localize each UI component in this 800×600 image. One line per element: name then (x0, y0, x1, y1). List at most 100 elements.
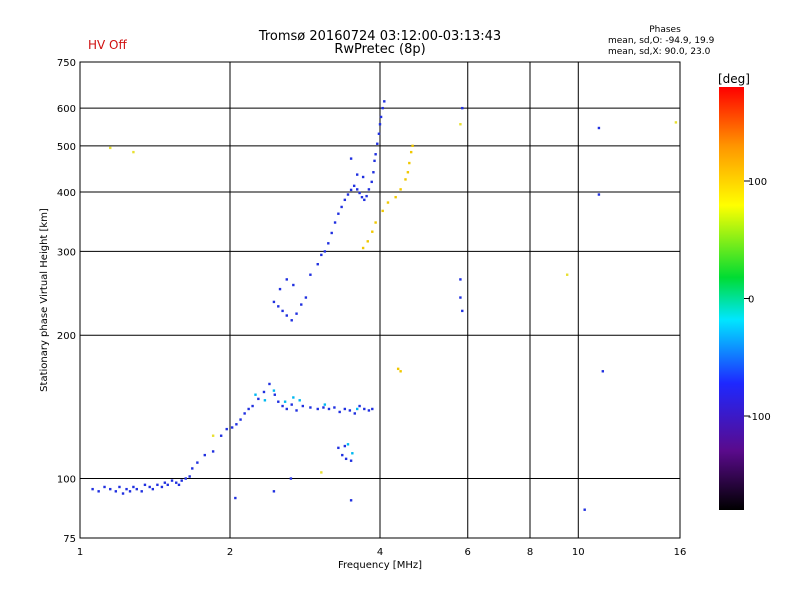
data-point (289, 477, 293, 480)
data-point (381, 209, 384, 213)
data-point (355, 188, 359, 191)
data-point (349, 188, 353, 192)
data-point (290, 403, 293, 406)
stats-line-x: mean, sd,X: 90.0, 23.0 (608, 47, 711, 57)
data-point (601, 370, 605, 373)
data-point (322, 406, 325, 409)
data-point (361, 175, 365, 179)
data-point (309, 273, 312, 276)
data-point (148, 485, 151, 489)
data-point (340, 205, 343, 209)
data-point (103, 485, 106, 489)
data-point (320, 253, 323, 257)
data-point (377, 132, 381, 135)
data-point (160, 485, 164, 489)
data-point (272, 300, 276, 304)
data-point (184, 477, 187, 480)
data-point (351, 452, 354, 455)
y-tick-label: 750 (57, 58, 76, 69)
data-point (268, 382, 271, 386)
data-point (409, 150, 413, 154)
grid-lines (80, 62, 680, 538)
data-point (277, 400, 280, 403)
data-point (316, 407, 319, 411)
data-point (406, 171, 410, 174)
data-point (230, 426, 234, 429)
data-point (304, 296, 308, 299)
data-point (323, 250, 327, 253)
data-point (203, 453, 206, 457)
data-point (399, 370, 402, 373)
y-tick-label: 200 (57, 331, 76, 342)
data-point (285, 407, 288, 411)
colorbar-tick-label: 0 (748, 295, 754, 306)
data-point (295, 409, 298, 412)
data-point (330, 231, 333, 235)
data-point (343, 198, 347, 202)
data-point (396, 367, 400, 371)
data-point (235, 423, 238, 426)
data-point (352, 184, 356, 188)
data-point (374, 153, 377, 156)
data-point (309, 406, 312, 409)
data-point (348, 409, 352, 412)
data-point (257, 397, 260, 401)
data-point (358, 191, 361, 195)
x-tick-label: 16 (674, 547, 687, 558)
data-point (371, 230, 374, 233)
data-point (459, 278, 462, 281)
data-point (341, 453, 344, 457)
data-point (327, 242, 330, 245)
data-point (125, 487, 128, 491)
colorbar-tick-label: -100 (748, 412, 771, 423)
data-point (367, 188, 371, 191)
data-point (583, 508, 586, 511)
data-point (346, 193, 350, 196)
data-point (346, 443, 350, 446)
y-tick-label: 600 (57, 104, 76, 115)
data-point (323, 403, 327, 406)
data-point (211, 450, 215, 453)
data-point (320, 471, 323, 474)
data-points (91, 100, 678, 511)
data-point (151, 487, 155, 491)
data-point (196, 461, 199, 464)
data-point (360, 195, 364, 199)
chart-subtitle: RwPretec (8p) (334, 42, 425, 57)
data-point (251, 404, 254, 408)
y-tick-label: 500 (57, 142, 76, 153)
data-point (408, 161, 411, 165)
data-point (140, 490, 143, 493)
data-point (358, 404, 361, 408)
x-tick-label: 2 (227, 547, 233, 558)
data-point (565, 273, 569, 276)
colorbar: [deg] 100 0 -100 (718, 72, 771, 510)
data-point (188, 475, 191, 478)
data-point (109, 487, 112, 491)
data-point (349, 499, 353, 502)
data-point (597, 126, 601, 130)
data-point (459, 296, 462, 299)
colorbar-ticks: 100 0 -100 (744, 177, 771, 423)
data-point (143, 483, 147, 487)
colorbar-gradient (719, 87, 744, 510)
data-point (109, 146, 112, 150)
data-point (243, 412, 246, 415)
data-point (459, 123, 462, 126)
data-point (371, 407, 374, 411)
data-point (121, 492, 125, 495)
y-axis-ticks: 75 100 200 300 400 500 600 750 (57, 58, 76, 545)
data-point (285, 278, 288, 281)
data-point (263, 399, 267, 402)
data-point (355, 407, 359, 411)
data-point (343, 407, 347, 411)
x-axis-ticks: 1 2 4 6 8 10 16 (77, 547, 687, 558)
data-point (272, 389, 276, 392)
data-point (337, 212, 340, 215)
data-point (262, 390, 266, 394)
colorbar-label: [deg] (718, 72, 750, 86)
stats-heading: Phases (649, 25, 681, 35)
data-point (337, 446, 340, 450)
data-point (365, 194, 368, 198)
data-point (355, 173, 359, 176)
